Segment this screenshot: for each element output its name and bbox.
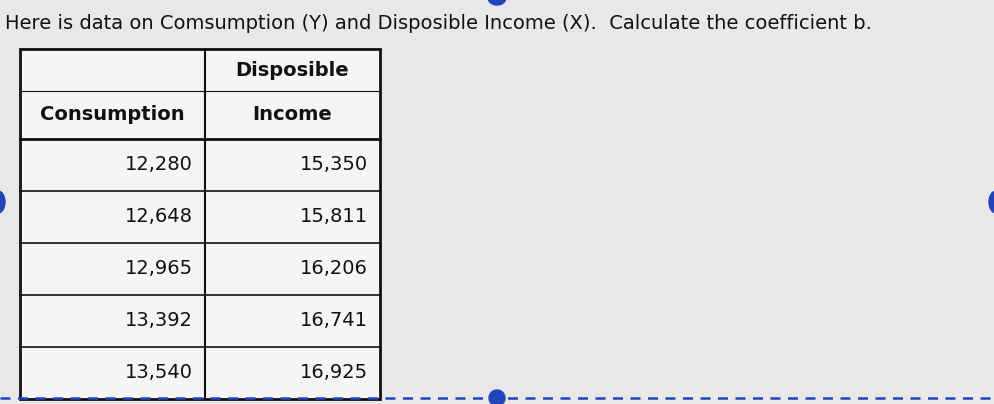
Text: 15,811: 15,811 [300, 208, 368, 227]
Text: Here is data on Comsumption (Y) and Disposible Income (X).  Calculate the coeffi: Here is data on Comsumption (Y) and Disp… [5, 14, 872, 33]
Text: 16,741: 16,741 [300, 311, 368, 330]
Text: Consumption: Consumption [40, 105, 185, 124]
Ellipse shape [989, 191, 994, 213]
Bar [20, 49, 380, 399]
Ellipse shape [0, 191, 5, 213]
Text: 13,540: 13,540 [125, 364, 193, 383]
Text: 13,392: 13,392 [125, 311, 193, 330]
Ellipse shape [488, 0, 506, 5]
Text: 12,280: 12,280 [125, 156, 193, 175]
Text: Disposible: Disposible [236, 61, 349, 80]
Text: 12,965: 12,965 [125, 259, 193, 278]
Text: 16,925: 16,925 [300, 364, 368, 383]
Text: 15,350: 15,350 [300, 156, 368, 175]
Text: 16,206: 16,206 [300, 259, 368, 278]
Text: 12,648: 12,648 [125, 208, 193, 227]
Text: Income: Income [252, 105, 332, 124]
Ellipse shape [489, 390, 505, 404]
